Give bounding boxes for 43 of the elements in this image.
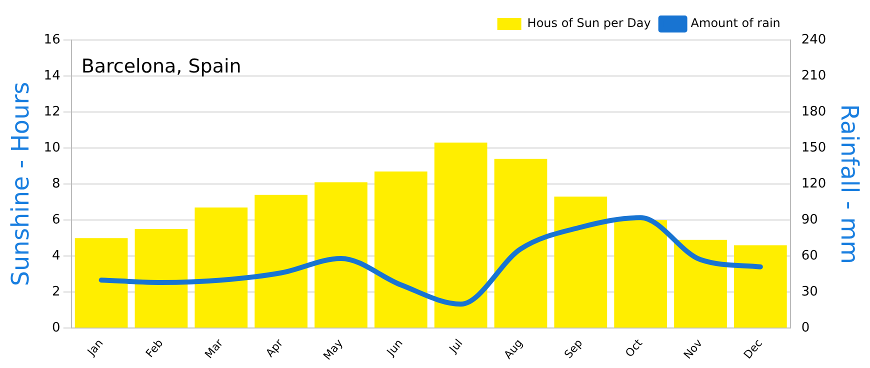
y-tick-label: 12 bbox=[44, 104, 60, 120]
bar bbox=[374, 171, 428, 328]
y2-tick-label: 210 bbox=[801, 68, 826, 84]
bar bbox=[674, 240, 727, 328]
bar bbox=[194, 207, 248, 328]
y2-tick-label: 30 bbox=[801, 284, 818, 300]
bar bbox=[614, 220, 668, 328]
y2-tick-label: 180 bbox=[801, 104, 826, 120]
y-tick-label: 10 bbox=[44, 140, 60, 156]
y2-tick-label: 0 bbox=[801, 320, 810, 336]
x-tick-label: Jan bbox=[84, 336, 106, 359]
legend-label: Amount of rain bbox=[690, 16, 780, 30]
legend-label: Hous of Sun per Day bbox=[527, 16, 651, 30]
y-tick-label: 2 bbox=[52, 284, 60, 300]
bar bbox=[134, 229, 188, 328]
y-tick-label: 8 bbox=[52, 176, 60, 192]
y-tick-label: 14 bbox=[44, 68, 60, 84]
y-tick-label: 16 bbox=[44, 32, 60, 48]
bar bbox=[314, 182, 368, 328]
x-tick-label: Dec bbox=[741, 336, 765, 362]
y2-tick-label: 120 bbox=[801, 176, 826, 192]
text: Barcelona, Spain bbox=[81, 55, 242, 78]
y-tick-label: 4 bbox=[52, 248, 60, 264]
x-tick-label: Oct bbox=[622, 336, 646, 360]
bar bbox=[554, 196, 608, 328]
bar bbox=[254, 194, 308, 328]
y2-tick-label: 240 bbox=[801, 32, 826, 48]
x-tick-label: Apr bbox=[263, 336, 286, 360]
y2-axis-title: Rainfall - mm bbox=[835, 104, 864, 264]
x-tick-label: Sep bbox=[562, 336, 586, 361]
y2-tick-label: 60 bbox=[801, 248, 818, 264]
bar bbox=[74, 238, 128, 328]
bar bbox=[734, 245, 787, 328]
x-tick-label: Feb bbox=[143, 336, 166, 360]
bar bbox=[434, 142, 488, 328]
y-tick-label: 0 bbox=[52, 320, 60, 336]
bar bbox=[494, 158, 548, 328]
y2-tick-label: 90 bbox=[801, 212, 818, 228]
y2-tick-label: 150 bbox=[801, 140, 826, 156]
y-axis-title: Sunshine - Hours bbox=[6, 82, 35, 286]
x-tick-label: Jun bbox=[384, 336, 406, 360]
y-tick-label: 6 bbox=[52, 212, 60, 228]
x-tick-label: Jul bbox=[446, 336, 466, 356]
